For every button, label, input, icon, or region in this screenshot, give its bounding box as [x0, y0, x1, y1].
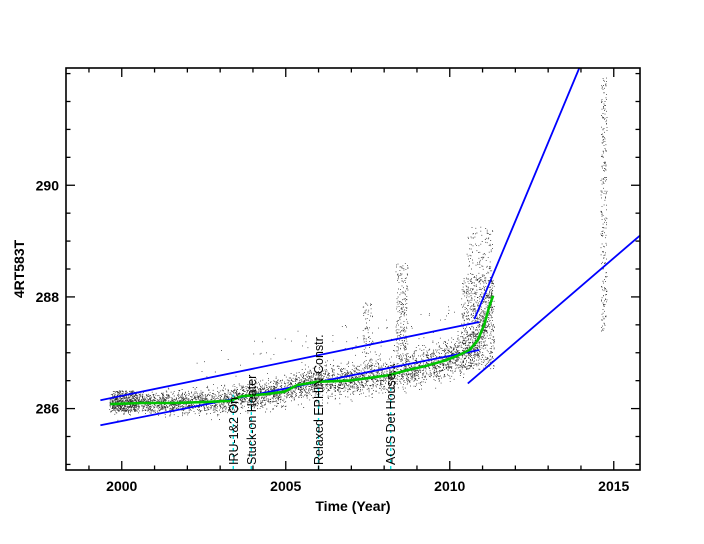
x-tick-label: 2000	[106, 478, 137, 494]
limit-line	[467, 234, 641, 385]
x-tick-label: 2015	[598, 478, 629, 494]
annotation-label: Relaxed EPHIN Constr.	[312, 334, 326, 465]
x-axis-title: Time (Year)	[315, 498, 390, 514]
y-tick-label: 288	[36, 289, 60, 305]
y-tick-label: 286	[36, 401, 60, 417]
x-tick-label: 2010	[434, 478, 465, 494]
y-tick-label: 290	[36, 177, 60, 193]
limit-line	[473, 67, 581, 320]
limit-line	[100, 321, 480, 402]
x-tick-label: 2005	[270, 478, 301, 494]
annotation-label: Stuck-on Heater	[245, 375, 259, 465]
annotation-label: IRU-1&2 On.	[227, 393, 241, 465]
scatter-points	[109, 77, 608, 421]
y-axis-title: 4RT583T	[11, 239, 27, 298]
annotation-label: ACIS Det House...	[384, 363, 398, 465]
mean-line	[110, 295, 495, 406]
